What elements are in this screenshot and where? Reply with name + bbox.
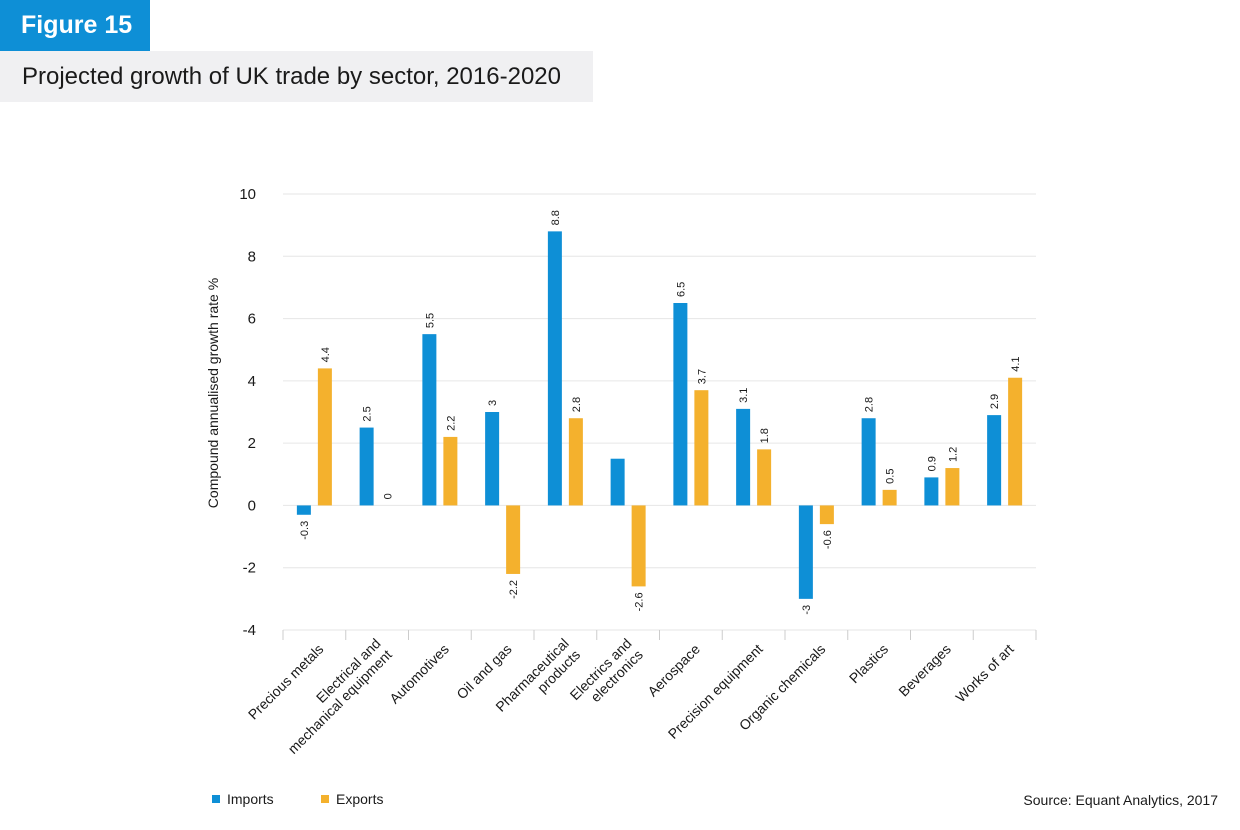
data-label: -0.3 <box>299 521 311 540</box>
x-category-label-line: Works of art <box>952 641 1017 706</box>
imports-bar <box>296 505 311 515</box>
x-category-label: Electrics andelectronics <box>567 635 646 714</box>
exports-bar <box>568 418 583 506</box>
data-label: 0.9 <box>926 456 938 471</box>
imports-bar <box>924 477 939 506</box>
data-label: 2.8 <box>864 397 876 412</box>
x-category-label-line: Automotives <box>386 641 452 707</box>
imports-bar <box>736 408 751 506</box>
imports-bar <box>422 334 437 506</box>
data-label: 2.8 <box>571 397 583 412</box>
legend-label-imports: Imports <box>227 791 274 807</box>
x-category-label-line: Plastics <box>846 641 891 686</box>
data-label: 2.9 <box>989 394 1001 409</box>
data-label: 2.2 <box>445 416 457 431</box>
data-label: -2.2 <box>508 580 520 599</box>
imports-bar <box>798 505 813 599</box>
exports-bar <box>819 505 834 525</box>
exports-bar <box>694 390 709 506</box>
exports-bar <box>757 449 772 506</box>
imports-bar <box>359 427 374 506</box>
x-category-label: Aerospace <box>644 641 703 700</box>
x-category-label: Beverages <box>895 641 954 700</box>
imports-bar <box>485 412 500 506</box>
x-category-label: Precious metals <box>245 641 327 723</box>
legend-swatch-exports <box>321 795 329 803</box>
data-label: 2.5 <box>362 406 374 421</box>
data-label: 1.8 <box>759 428 771 443</box>
data-label: 3.7 <box>696 369 708 384</box>
x-category-label-line: Precious metals <box>245 641 327 723</box>
imports-bar <box>987 415 1002 506</box>
legend-item-imports: Imports <box>212 791 274 807</box>
data-label: 0 <box>383 493 395 499</box>
exports-bar <box>317 368 332 506</box>
data-label: 5.5 <box>424 313 436 328</box>
data-label: 4.4 <box>320 347 332 362</box>
exports-bar <box>945 468 960 506</box>
data-label: 1.2 <box>947 447 959 462</box>
x-category-label: Plastics <box>846 641 891 686</box>
imports-bar <box>610 458 625 506</box>
legend-swatch-imports <box>212 795 220 803</box>
y-tick-label: 8 <box>248 248 256 265</box>
data-label: 0.5 <box>885 469 897 484</box>
x-category-label: Electrical andmechanical equipment <box>273 635 395 757</box>
y-tick-label: 0 <box>248 497 256 514</box>
imports-bar <box>547 231 562 506</box>
exports-bar <box>631 505 646 587</box>
x-category-label: Works of art <box>952 641 1017 706</box>
exports-bar <box>1008 377 1023 506</box>
data-label: 3 <box>487 400 499 406</box>
source-note: Source: Equant Analytics, 2017 <box>1023 792 1218 808</box>
y-tick-label: -2 <box>243 560 256 577</box>
y-tick-label: 6 <box>248 311 256 328</box>
x-category-label-line: Aerospace <box>644 641 703 700</box>
data-label: 8.8 <box>550 210 562 225</box>
exports-bar <box>882 489 897 506</box>
exports-bar <box>443 436 458 506</box>
data-label: 3.1 <box>738 388 750 403</box>
data-label: -3 <box>801 605 813 615</box>
data-label: -2.6 <box>634 592 646 611</box>
exports-bar <box>506 505 521 574</box>
x-category-label: Automotives <box>386 641 452 707</box>
y-tick-label: 10 <box>239 186 256 203</box>
imports-bar <box>861 418 876 506</box>
y-axis-label: Compound annualised growth rate % <box>205 278 221 508</box>
data-label: 4.1 <box>1010 356 1022 371</box>
figure-number: Figure 15 <box>0 0 150 51</box>
data-label: 6.5 <box>675 282 687 297</box>
y-tick-label: 4 <box>248 373 256 390</box>
data-label: -0.6 <box>822 530 834 549</box>
imports-bar <box>673 303 688 506</box>
y-tick-label: -4 <box>243 622 256 639</box>
y-tick-label: 2 <box>248 435 256 452</box>
x-category-label-line: Beverages <box>895 641 954 700</box>
figure-title: Projected growth of UK trade by sector, … <box>0 51 593 102</box>
legend-label-exports: Exports <box>336 791 384 807</box>
legend-item-exports: Exports <box>321 791 383 807</box>
